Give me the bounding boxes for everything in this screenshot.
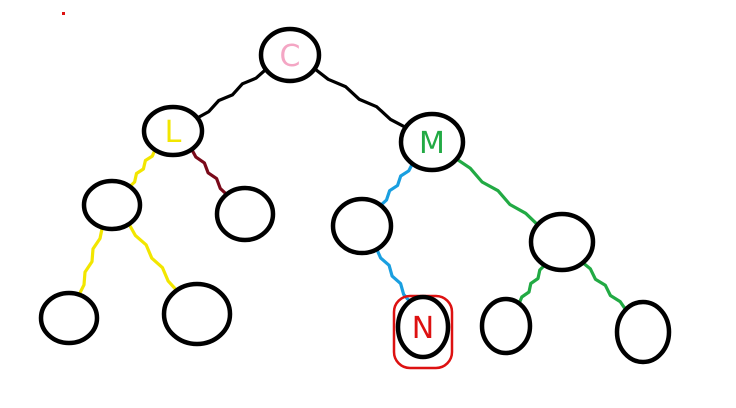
- edges-layer: [76, 66, 629, 313]
- node-circle: [141, 104, 205, 158]
- node-left-left: [81, 178, 143, 232]
- node-right-right: [528, 211, 596, 273]
- node-circle: [81, 178, 143, 232]
- edge-left-to-left-left: [127, 147, 158, 189]
- edge-right-left-to-right-left-right: [374, 246, 413, 305]
- node-label: M: [419, 126, 445, 161]
- node-left-right: [214, 185, 276, 243]
- node-circle: [214, 185, 276, 243]
- edge-left-to-left-right: [189, 146, 230, 197]
- node-circle: [161, 281, 233, 347]
- node-left-left-left: [38, 290, 100, 346]
- node-right-left: [330, 196, 394, 256]
- node-left: L: [141, 104, 205, 158]
- node-circle: [330, 196, 394, 256]
- edge-right-to-right-left: [378, 160, 415, 208]
- nodes-layer: C L M N: [38, 26, 672, 370]
- node-left-left-right: [161, 281, 233, 347]
- node-circle: [614, 299, 672, 365]
- node-circle: [258, 26, 322, 84]
- node-right-right-left: [479, 296, 533, 356]
- node-root: C: [258, 26, 322, 84]
- node-right: M: [398, 111, 466, 173]
- edge-right-to-right-right: [453, 156, 541, 228]
- node-circle: [398, 111, 466, 173]
- node-label: N: [412, 311, 434, 346]
- node-label: C: [280, 39, 301, 74]
- edge-right-right-to-right-right-right: [580, 260, 629, 313]
- edge-right-right-to-right-right-left: [517, 262, 548, 307]
- node-label: L: [165, 115, 182, 150]
- edge-root-to-right: [311, 66, 409, 130]
- edge-root-to-left: [194, 66, 269, 121]
- node-circle: [38, 290, 100, 346]
- edge-left-left-to-left-left-right: [126, 221, 180, 294]
- edge-left-left-to-left-left-left: [76, 224, 105, 298]
- node-circle: [395, 294, 451, 360]
- node-circle: [479, 296, 533, 356]
- node-right-left-right: N: [392, 294, 454, 370]
- node-right-right-right: [614, 299, 672, 365]
- node-circle: [528, 211, 596, 273]
- stray-mark: [62, 12, 65, 15]
